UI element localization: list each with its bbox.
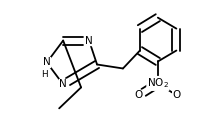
- Text: $\mathregular{NO_2}$: $\mathregular{NO_2}$: [147, 76, 169, 90]
- Text: N: N: [154, 78, 162, 88]
- Text: N: N: [43, 57, 51, 68]
- Text: N: N: [59, 79, 67, 89]
- Text: O: O: [173, 90, 181, 100]
- Text: N: N: [85, 36, 93, 46]
- Text: H: H: [42, 70, 48, 79]
- Text: O: O: [135, 90, 143, 100]
